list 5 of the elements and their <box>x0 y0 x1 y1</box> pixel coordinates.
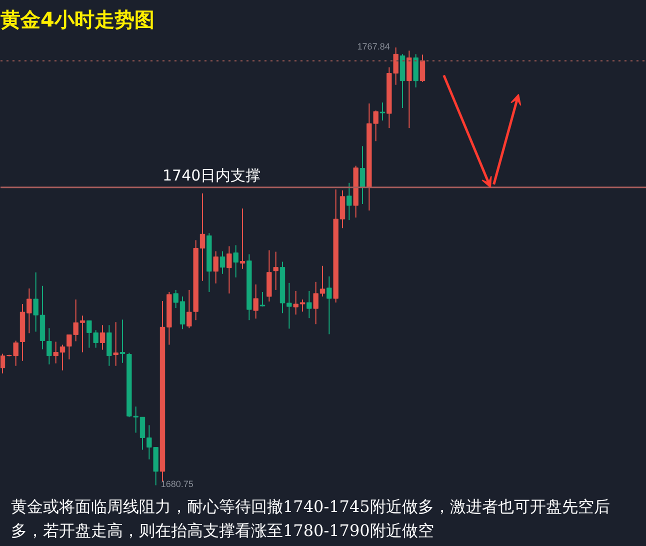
text: 黄金或将面临周线阻力，耐心等待回撤1740-1745附近做多，激进者也可开盘先空后多，若开盘走高，则在抬高支撑看涨至1780-1790附近做空 <box>11 496 611 542</box>
ref-line-label: 1740日内支撑 <box>162 166 261 184</box>
chart-title: 黄金4小时走势图 <box>0 8 154 32</box>
annotation: 1767.84 <box>357 41 390 52</box>
annotation: 1680.75 <box>160 479 194 490</box>
